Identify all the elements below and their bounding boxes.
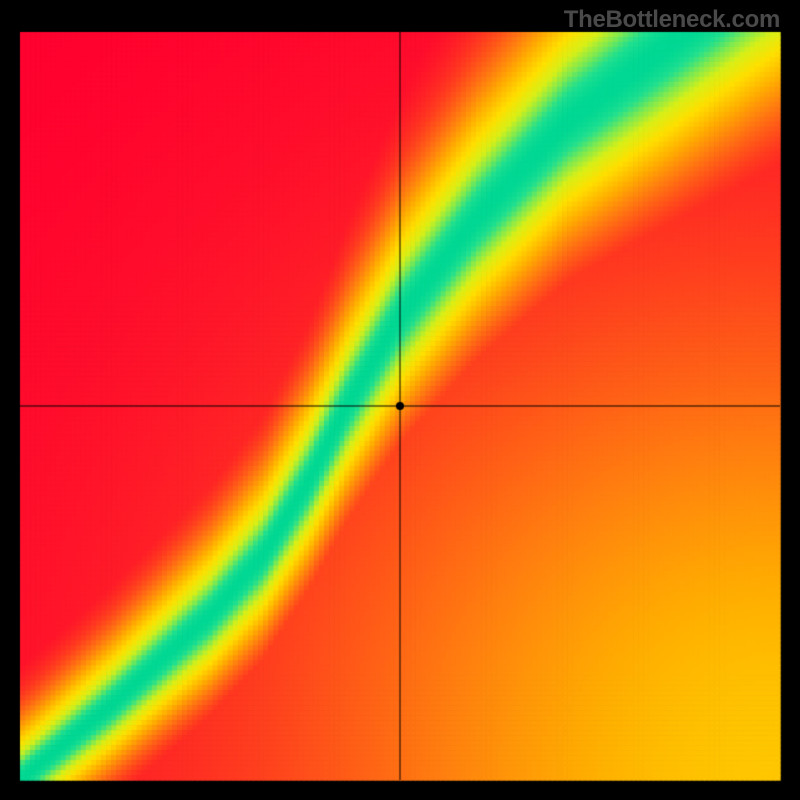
- chart-container: TheBottleneck.com: [0, 0, 800, 800]
- bottleneck-heatmap: [0, 0, 800, 800]
- watermark-text: TheBottleneck.com: [564, 6, 780, 34]
